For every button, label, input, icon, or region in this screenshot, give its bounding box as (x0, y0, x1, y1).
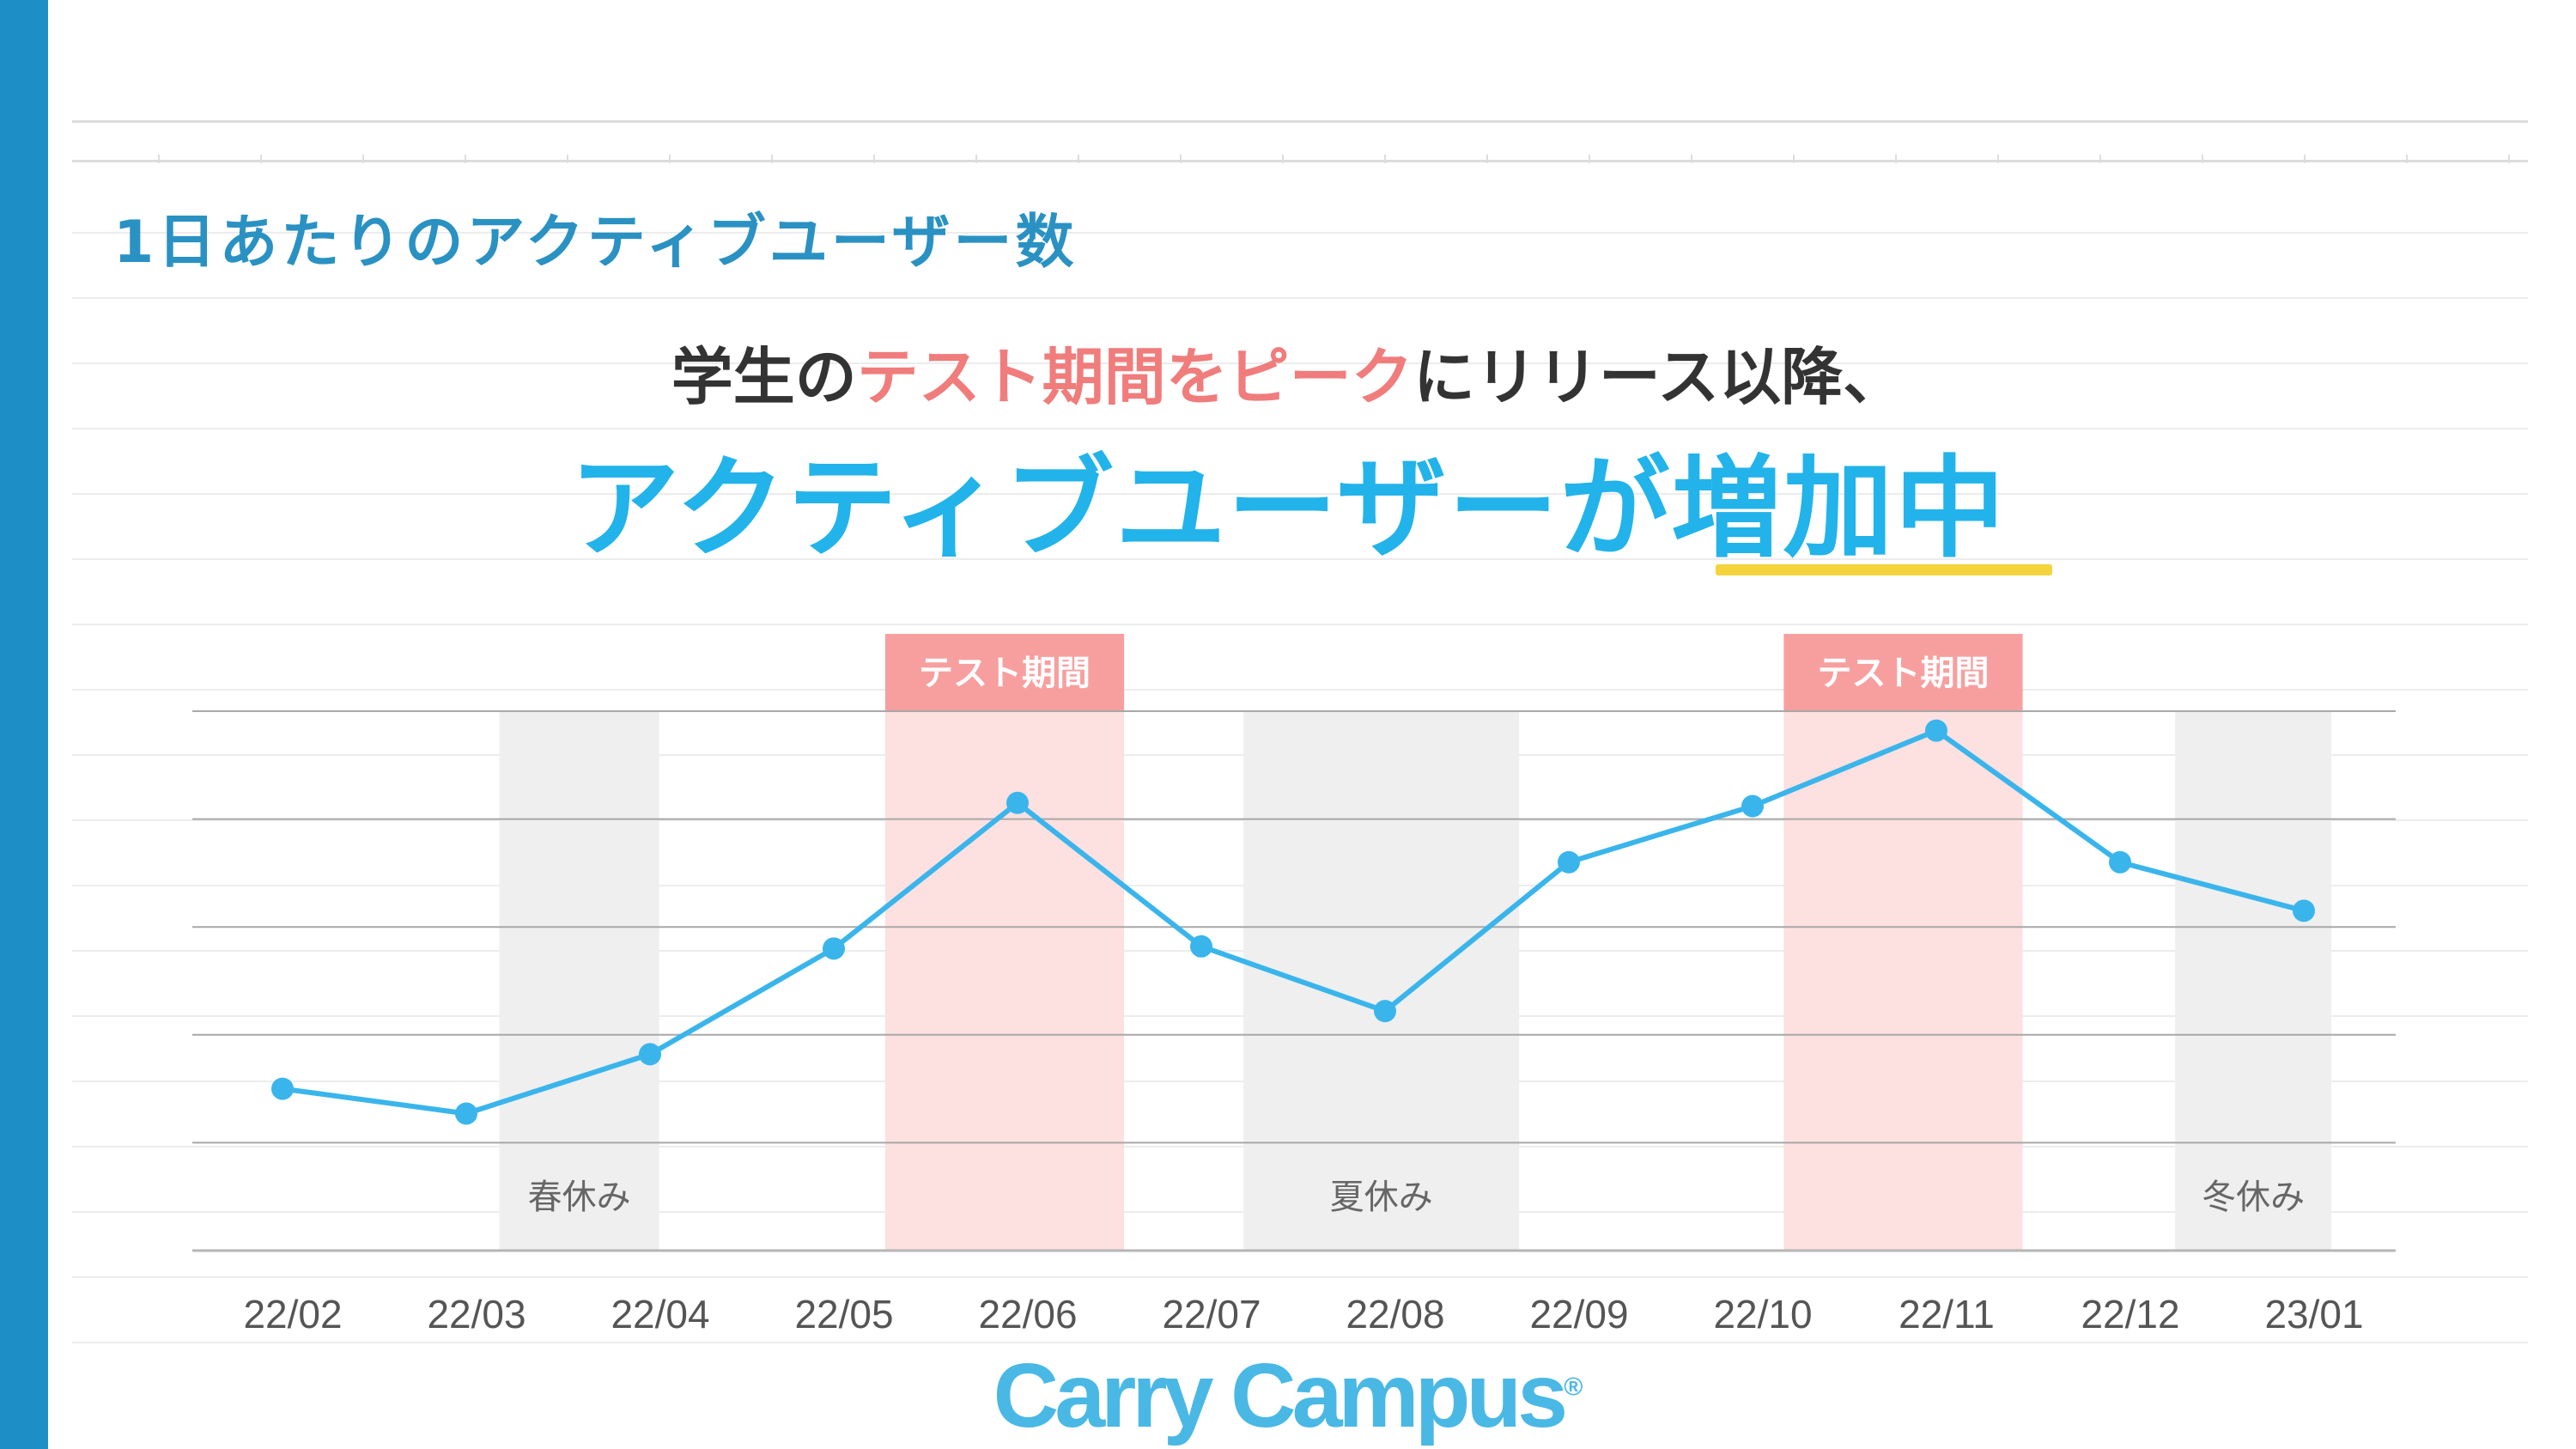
ruler-tick (669, 155, 671, 163)
registered-mark: ® (1564, 1373, 1583, 1402)
ruler-tick (2508, 155, 2510, 163)
ruler-tick (1180, 155, 1182, 163)
carry-campus-logo: Carry Campus® (0, 1344, 2576, 1448)
ruler-ticks (72, 155, 2528, 165)
x-tick-label: 22/06 (978, 1292, 1077, 1336)
ruler-tick (1282, 155, 1284, 163)
series-layer (271, 719, 2315, 1125)
ruler-tick (465, 155, 466, 163)
data-point (1190, 935, 1212, 958)
holiday-band (1243, 711, 1520, 1251)
headline: アクティブユーザーが増加中 (0, 419, 2576, 578)
ruler-tick (567, 155, 568, 163)
data-point (639, 1043, 661, 1066)
data-point (2109, 850, 2131, 874)
x-tick-label: 23/01 (2264, 1292, 2363, 1336)
series-line (280, 728, 2306, 1117)
ruler-tick (1486, 155, 1488, 163)
notebook-line (72, 1276, 2528, 1278)
headline-main: アクティブユーザーが (569, 445, 1672, 573)
notebook-line (72, 689, 2528, 691)
notebook-line (72, 232, 2528, 234)
x-tick-label: 22/11 (1899, 1292, 1995, 1336)
test-period-label: テスト期間 (919, 654, 1091, 693)
holiday-label: 夏休み (1330, 1178, 1433, 1217)
ruler-tick (873, 155, 875, 163)
data-point (2293, 899, 2315, 922)
notebook-line (72, 362, 2528, 364)
x-tick-label: 22/12 (2081, 1292, 2179, 1336)
ruler-tick (1895, 155, 1897, 163)
test-period-label: テスト期間 (1817, 654, 1989, 693)
data-point (1558, 850, 1580, 874)
section-title: 1日あたりのアクティブユーザー数 (113, 209, 1078, 277)
ruler-tick (260, 155, 262, 163)
subtitle-prefix: 学生の (671, 341, 857, 413)
ruler-tick (1691, 155, 1692, 163)
x-tick-label: 22/10 (1713, 1292, 1812, 1336)
holiday-label: 冬休み (2202, 1178, 2305, 1217)
subtitle-suffix: にリリース以降、 (1413, 341, 1905, 413)
ruler-tick (2202, 155, 2203, 163)
x-tick-label: 22/04 (611, 1292, 709, 1336)
accent-sidebar (0, 0, 48, 1449)
data-point (1374, 1000, 1396, 1023)
ruler-tick (1384, 155, 1386, 163)
headline-underline (1716, 564, 2052, 575)
logo-text: Carry Campus (993, 1345, 1569, 1446)
ruler-tick (158, 155, 160, 163)
ruler-tick (2406, 155, 2408, 163)
x-tick-label: 22/05 (794, 1292, 893, 1336)
notebook-line (72, 493, 2528, 495)
notebook-line (72, 428, 2528, 429)
data-point (1741, 795, 1764, 818)
ruler-tick (771, 155, 773, 163)
ruler-tick (2099, 155, 2101, 163)
headline-emphasis: 増加中 (1671, 445, 2007, 573)
data-point (1925, 719, 1947, 742)
subtitle-accent: テスト期間をピーク (856, 341, 1413, 413)
data-point (455, 1102, 477, 1125)
ruler-tick (1078, 155, 1079, 163)
notebook-line (72, 297, 2528, 299)
test-period-band (884, 711, 1125, 1251)
test-period-band (1783, 711, 2023, 1251)
header-rule (72, 120, 2528, 123)
x-tick-label: 22/07 (1162, 1292, 1261, 1336)
test-period-label-bg (884, 634, 1125, 711)
holiday-band (2175, 711, 2332, 1251)
notebook-line (72, 1342, 2528, 1343)
x-tick-layer: 22/02 22/03 22/04 22/05 22/06 22/07 22/08 22/09… (243, 1292, 2363, 1336)
data-point (271, 1077, 294, 1100)
ruler-tick (975, 155, 977, 163)
x-tick-label: 22/02 (243, 1292, 342, 1336)
ruler-tick (1793, 155, 1795, 163)
data-point (823, 937, 845, 960)
ruler-tick (2304, 155, 2306, 163)
ruler-tick (1589, 155, 1590, 163)
holiday-band (499, 711, 659, 1251)
band-layer (499, 634, 2332, 1251)
x-tick-label: 22/09 (1529, 1292, 1628, 1336)
notebook-line (72, 558, 2528, 560)
x-tick-label: 22/08 (1346, 1292, 1444, 1336)
ruler-tick (362, 155, 364, 163)
subtitle: 学生のテスト期間をピークにリリース以降、 (0, 326, 2576, 417)
data-point (1006, 791, 1029, 814)
grid-layer (192, 710, 2396, 1252)
test-period-label-bg (1783, 634, 2023, 711)
ruler-tick (1997, 155, 1999, 163)
x-tick-label: 22/03 (427, 1292, 526, 1336)
notebook-line (72, 624, 2528, 625)
holiday-label: 春休み (528, 1178, 631, 1217)
header-rule (72, 160, 2528, 162)
